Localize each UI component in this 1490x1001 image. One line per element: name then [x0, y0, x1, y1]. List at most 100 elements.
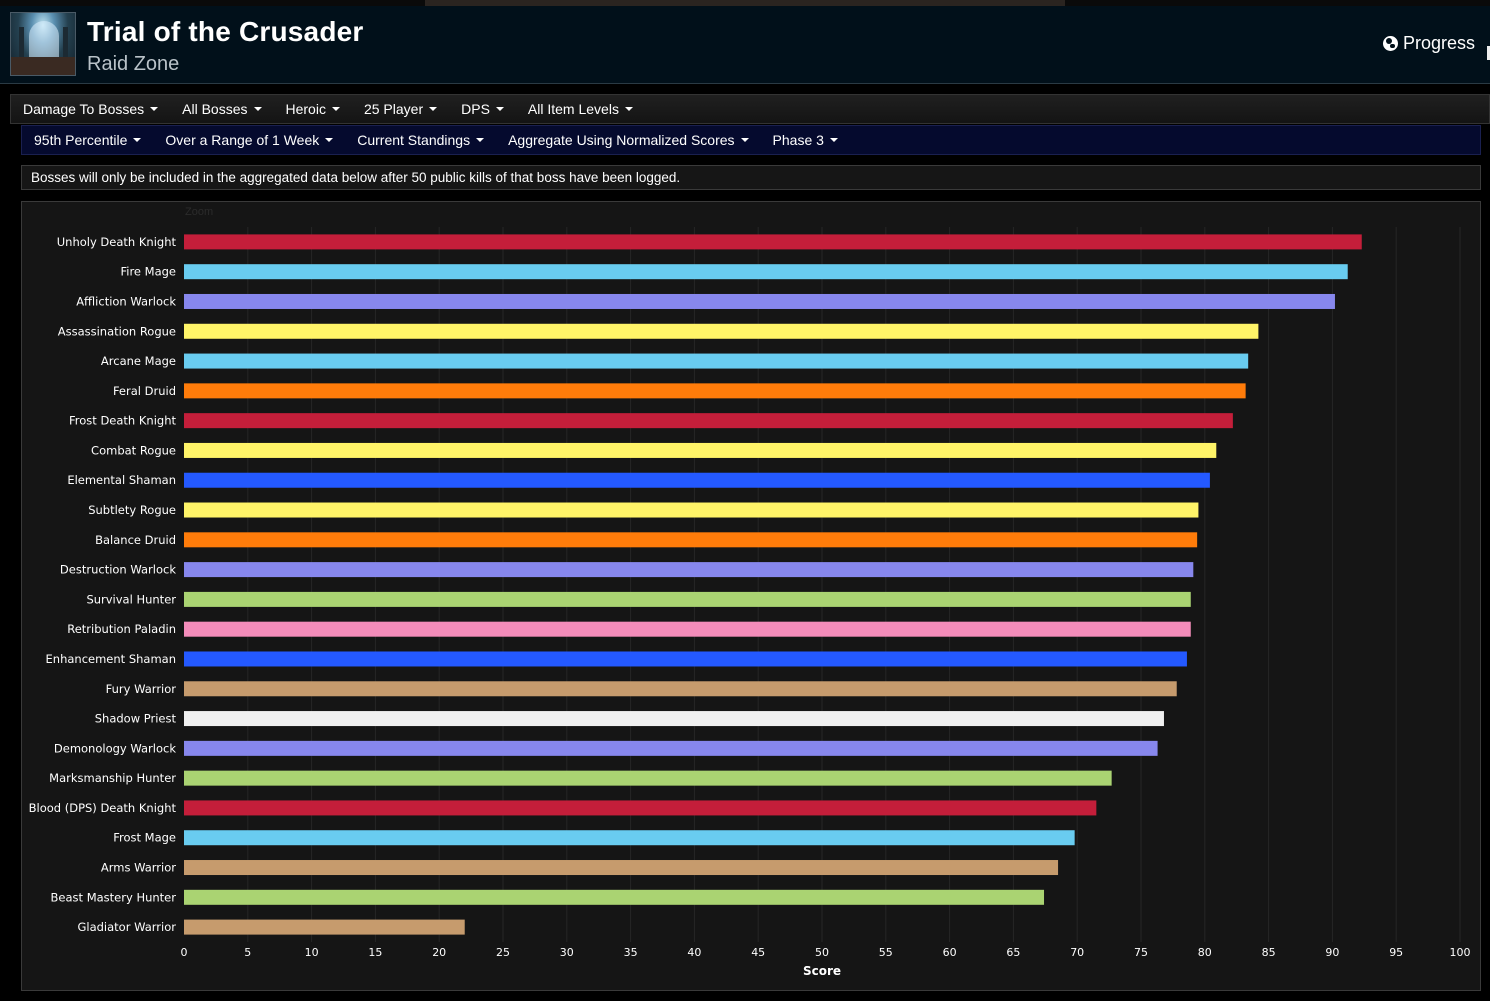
role-dropdown[interactable]: DPS: [449, 101, 516, 117]
x-tick-label: 80: [1198, 946, 1212, 959]
bar[interactable]: [184, 323, 1259, 339]
x-tick-label: 10: [305, 946, 319, 959]
bar[interactable]: [184, 502, 1199, 518]
category-label: Gladiator Warrior: [77, 920, 176, 934]
x-tick-label: 25: [496, 946, 510, 959]
banner-art: [425, 0, 1065, 6]
bar[interactable]: [184, 353, 1249, 369]
bar[interactable]: [184, 413, 1233, 429]
category-label: Enhancement Shaman: [46, 652, 176, 666]
secondary-filter-bar: 95th Percentile Over a Range of 1 Week C…: [21, 125, 1481, 155]
x-tick-label: 100: [1450, 946, 1471, 959]
caret-down-icon: [624, 107, 633, 111]
category-label: Fire Mage: [120, 265, 176, 279]
x-axis-title: Score: [803, 964, 841, 978]
phase-dropdown[interactable]: Phase 3: [761, 132, 850, 148]
category-label: Frost Mage: [113, 831, 176, 845]
bar[interactable]: [184, 442, 1217, 458]
progress-link[interactable]: Progress: [1382, 33, 1475, 54]
bar[interactable]: [184, 889, 1045, 905]
category-label: Retribution Paladin: [67, 622, 176, 636]
x-tick-label: 95: [1389, 946, 1403, 959]
x-tick-label: 15: [368, 946, 382, 959]
x-tick-label: 55: [879, 946, 893, 959]
category-label: Beast Mastery Hunter: [51, 890, 177, 904]
primary-filter-bar: Damage To Bosses All Bosses Heroic 25 Pl…: [10, 94, 1490, 124]
metric-dropdown[interactable]: Damage To Bosses: [11, 101, 170, 117]
top-strip: [0, 0, 1490, 6]
category-label: Arcane Mage: [101, 354, 176, 368]
category-label: Marksmanship Hunter: [49, 771, 176, 785]
x-tick-label: 45: [751, 946, 765, 959]
bar[interactable]: [184, 860, 1059, 876]
x-tick-label: 70: [1070, 946, 1084, 959]
x-tick-label: 75: [1134, 946, 1148, 959]
boss-dropdown[interactable]: All Bosses: [170, 101, 273, 117]
bar[interactable]: [184, 740, 1158, 756]
x-tick-label: 60: [943, 946, 957, 959]
bar[interactable]: [184, 383, 1246, 399]
bar[interactable]: [184, 472, 1210, 488]
caret-down-icon: [253, 107, 262, 111]
globe-icon: [1382, 36, 1398, 51]
bar[interactable]: [184, 532, 1198, 548]
caret-down-icon: [429, 107, 438, 111]
bar[interactable]: [184, 770, 1112, 786]
category-label: Subtlety Rogue: [88, 503, 176, 517]
zoom-label[interactable]: Zoom: [185, 206, 214, 218]
progress-label: Progress: [1402, 33, 1475, 53]
bar-chart: Unholy Death Knight Fire Mage Affliction W…: [29, 227, 1471, 978]
bar[interactable]: [184, 711, 1164, 727]
aggregate-dropdown[interactable]: Aggregate Using Normalized Scores: [496, 132, 760, 148]
category-label: Combat Rogue: [91, 443, 176, 457]
category-label: Blood (DPS) Death Knight: [29, 801, 177, 815]
category-label: Fury Warrior: [106, 682, 177, 696]
standings-dropdown[interactable]: Current Standings: [345, 132, 496, 148]
bar[interactable]: [184, 234, 1362, 250]
category-label: Feral Druid: [113, 384, 176, 398]
scroll-edge: [1487, 46, 1490, 60]
category-label: Assassination Rogue: [58, 324, 176, 338]
bar[interactable]: [184, 651, 1187, 667]
bar[interactable]: [184, 919, 465, 935]
category-label: Destruction Warlock: [60, 563, 176, 577]
caret-down-icon: [476, 138, 485, 142]
bar[interactable]: [184, 681, 1177, 697]
caret-down-icon: [325, 138, 334, 142]
percentile-dropdown[interactable]: 95th Percentile: [22, 132, 153, 148]
bar[interactable]: [184, 562, 1194, 578]
bar[interactable]: [184, 830, 1075, 846]
page-subtitle: Raid Zone: [87, 53, 180, 75]
x-tick-label: 40: [687, 946, 701, 959]
zone-image: [10, 12, 76, 76]
category-label: Survival Hunter: [86, 592, 176, 606]
category-label: Balance Druid: [95, 533, 176, 547]
category-label: Frost Death Knight: [69, 414, 176, 428]
bar[interactable]: [184, 621, 1191, 637]
caret-down-icon: [150, 107, 159, 111]
caret-down-icon: [495, 107, 504, 111]
category-label: Affliction Warlock: [76, 294, 176, 308]
chart-container: Zoom Unholy Death Knight Fire Mage Afflict…: [21, 201, 1481, 991]
difficulty-dropdown[interactable]: Heroic: [274, 101, 352, 117]
category-label: Unholy Death Knight: [57, 235, 177, 249]
zone-header: Trial of the Crusader Raid Zone Progress: [0, 6, 1490, 84]
page-title: Trial of the Crusader: [87, 16, 364, 47]
bar[interactable]: [184, 293, 1335, 309]
range-dropdown[interactable]: Over a Range of 1 Week: [153, 132, 345, 148]
category-label: Arms Warrior: [101, 861, 176, 875]
category-label: Demonology Warlock: [54, 741, 176, 755]
x-tick-label: 20: [432, 946, 446, 959]
caret-down-icon: [133, 138, 142, 142]
size-dropdown[interactable]: 25 Player: [352, 101, 449, 117]
item-level-dropdown[interactable]: All Item Levels: [516, 101, 645, 117]
caret-down-icon: [740, 138, 749, 142]
x-tick-label: 0: [181, 946, 188, 959]
category-label: Shadow Priest: [95, 712, 177, 726]
caret-down-icon: [829, 138, 838, 142]
bar[interactable]: [184, 264, 1348, 280]
x-tick-label: 35: [624, 946, 638, 959]
bar[interactable]: [184, 800, 1097, 816]
bar[interactable]: [184, 591, 1191, 607]
x-tick-label: 85: [1262, 946, 1276, 959]
